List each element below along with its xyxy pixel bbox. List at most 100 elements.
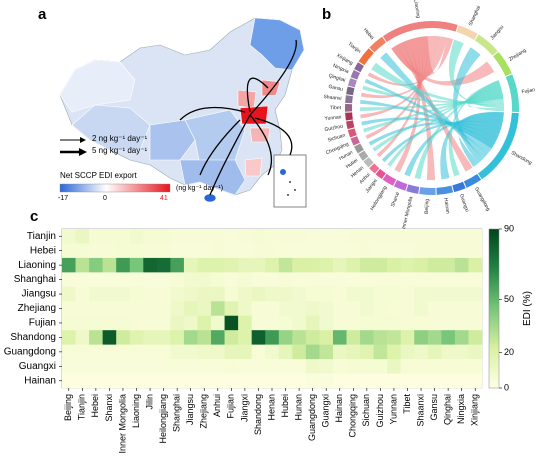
heatmap-cell: [265, 257, 280, 273]
heatmap-cell: [170, 315, 185, 331]
heatmap-row-label: Hainan: [24, 375, 56, 386]
heatmap-cell: [75, 330, 90, 345]
legend-unit: (ng kg⁻¹ day⁻¹): [176, 185, 224, 192]
heatmap-cell: [292, 373, 307, 389]
heatmap-cell: [156, 344, 171, 360]
heatmap-cell: [116, 229, 131, 244]
heatmap-cell: [129, 243, 144, 259]
heatmap-col-label: Heilongjiang: [158, 394, 168, 444]
chord-arc-jiangsu: [474, 34, 498, 56]
panel-a-label: a: [38, 6, 47, 23]
heatmap-cell: [156, 359, 171, 374]
heatmap-cell: [319, 243, 334, 259]
colorbar-tick: 20: [504, 347, 514, 357]
chord-ribbon: [371, 62, 504, 106]
heatmap-cell: [197, 315, 212, 331]
heatmap-cell: [400, 286, 415, 302]
heatmap-row-label: Shanghai: [14, 274, 56, 285]
heatmap-cell: [251, 315, 266, 331]
heatmap-cell: [197, 373, 212, 389]
panel-c-label: c: [30, 208, 39, 225]
heatmap-cell: [360, 315, 374, 331]
heatmap-cell: [468, 257, 483, 273]
legend-min: -17: [58, 195, 69, 202]
heatmap-cell: [265, 330, 280, 345]
heatmap-col-label: Hubei: [280, 394, 290, 418]
heatmap-cell: [427, 330, 442, 345]
heatmap-cell: [197, 272, 212, 288]
heatmap-cell: [224, 330, 239, 345]
heatmap-col-label: Shandong: [253, 394, 263, 435]
chord-arc-guizhou: [346, 120, 355, 130]
heatmap-cell: [129, 301, 144, 317]
chord-arc-tianjin: [358, 48, 374, 66]
chord-ribbon: [453, 47, 484, 163]
chord-arc-shanghai: [456, 25, 478, 40]
heatmap-cell: [414, 359, 429, 374]
heatmap-cell: [183, 229, 198, 244]
heatmap-cell: [373, 330, 388, 345]
heatmap-cell: [116, 272, 131, 288]
heatmap-cell: [454, 272, 469, 288]
heatmap-cell: [89, 373, 103, 389]
heatmap-cell: [332, 257, 347, 273]
heatmap-row-label: Hebei: [30, 245, 56, 256]
heatmap-cell: [387, 257, 402, 273]
heatmap-cell: [468, 344, 483, 360]
heatmap-cell: [238, 272, 252, 288]
heatmap-cell: [292, 286, 307, 302]
heatmap-cell: [183, 330, 198, 345]
heatmap-cell: [278, 229, 293, 244]
heatmap-cell: [211, 229, 225, 244]
heatmap-cell: [238, 243, 252, 259]
heatmap-row-label: Zhejiang: [18, 303, 56, 314]
heatmap-col-label: Sichuan: [361, 394, 371, 427]
heatmap-cell: [332, 229, 347, 244]
heatmap-cell: [278, 257, 293, 273]
heatmap-cell: [62, 373, 76, 389]
heatmap-col-label: Zhejiang: [199, 394, 209, 429]
heatmap-cell: [468, 330, 483, 345]
heatmap-cell: [346, 257, 361, 273]
heatmap-cell: [319, 272, 334, 288]
heatmap-cell: [387, 301, 402, 317]
colorbar-tick: 0: [504, 382, 509, 392]
heatmap-cell: [454, 359, 469, 374]
chord-arc-guangdong: [463, 174, 482, 188]
heatmap-cell: [305, 229, 320, 244]
heatmap-row-label: Fujian: [29, 318, 56, 329]
heatmap-cell: [319, 359, 334, 374]
heatmap-cell: [156, 243, 171, 259]
heatmap-cell: [332, 359, 347, 374]
heatmap-cell: [373, 243, 388, 259]
heatmap-cell: [62, 359, 76, 374]
chord-arc-shandong: [477, 112, 519, 180]
chord-label: Liaoning: [412, 0, 421, 19]
heatmap-cell: [62, 344, 76, 360]
heatmap-cell: [224, 243, 239, 259]
heatmap-cell: [251, 373, 266, 389]
heatmap-cell: [400, 344, 415, 360]
heatmap-cell: [62, 229, 76, 244]
heatmap-cell: [224, 229, 239, 244]
heatmap-cell: [454, 243, 469, 259]
chord-ribbon: [402, 39, 436, 180]
heatmap-cell: [373, 344, 388, 360]
heatmap-cell: [278, 359, 293, 374]
heatmap-cell: [183, 286, 198, 302]
chord-arc-guangxi: [452, 181, 466, 193]
heatmap-cell: [238, 315, 252, 331]
chord-ribbon: [391, 45, 495, 86]
heatmap-col-label: Beijing: [63, 394, 73, 421]
heatmap-cell: [414, 373, 429, 389]
heatmap-cell: [116, 330, 131, 345]
heatmap-cell: [62, 301, 76, 317]
heatmap-cell: [305, 243, 320, 259]
heatmap-cell: [360, 286, 374, 302]
heatmap-cell: [454, 301, 469, 317]
heatmap-cell: [156, 286, 171, 302]
chord-ribbon: [458, 111, 504, 167]
chord-arc-beijing: [419, 187, 436, 195]
heatmap-cell: [414, 257, 429, 273]
